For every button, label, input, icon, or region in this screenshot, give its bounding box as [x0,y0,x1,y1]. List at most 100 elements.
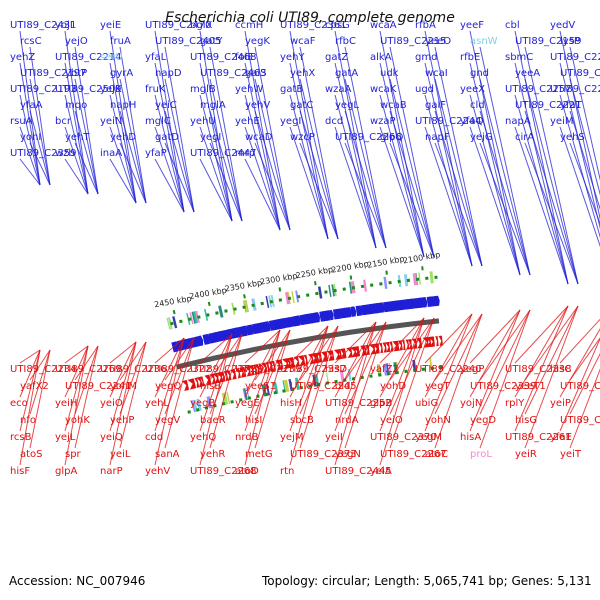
gene-label: UTI89_C2267 [380,449,447,460]
label-connector-line [64,345,89,398]
minor-tick-mark [388,280,392,285]
label-connector-line [254,329,291,381]
gene-label: yafX2 [20,381,49,392]
gene-label: yeeT1 [515,381,546,392]
label-connector-line [64,345,89,466]
label-connector-line [109,158,137,204]
label-connector-line [164,110,195,213]
forward-gene-arrow [198,335,204,346]
label-connector-line [469,30,521,276]
reverse-gene-arrow [271,360,277,372]
label-connector-line [479,309,531,449]
gene-label: UTI89_C2361 [280,20,347,31]
minor-tick-mark [299,385,304,390]
minor-tick-mark [351,286,356,290]
label-connector-line [199,333,233,432]
gene-label: yehQ [190,432,216,443]
gene-label: yeiA [370,466,392,477]
gene-label: rcsB [10,432,32,443]
reverse-gene-arrow [200,376,205,387]
gene-label: yfaP [145,148,167,159]
gene-label: UTI89_C2217 [560,68,600,79]
gene-label: UTI89_C2272 [190,364,257,375]
minor-tick-mark [260,301,264,306]
gc-block [192,311,198,324]
label-connector-line [199,333,233,364]
gene-label: yegV [155,415,180,426]
minor-tick-mark [264,392,269,397]
kbp-tick-mark [349,275,353,280]
label-connector-line [514,305,569,364]
gene-label: cbl [505,20,520,31]
gene-label: dcd [325,116,343,127]
label-connector-line [389,142,435,258]
gene-label: yeiL [110,449,131,460]
gene-label: yehP [110,415,134,426]
kbp-tick-mark [421,266,424,271]
gene-label: yegI [280,116,301,127]
label-connector-line [344,321,387,449]
label-connector-line [434,78,483,267]
gene-label: yeiP [550,398,571,409]
gene-label: napD [155,68,182,79]
forward-gene-arrow [422,297,428,308]
label-connector-line [559,337,600,432]
gene-label: hisF [10,466,30,477]
gene-label: hisA [460,432,481,443]
gene-label: yejG [470,132,493,143]
label-connector-line [29,110,51,186]
gene-label: yeiI [325,432,343,443]
gene-label: cdd [145,432,163,443]
label-connector-line [119,46,147,204]
gene-label: eco [10,398,28,409]
kbp-tick-mark [385,270,388,275]
gene-label: yehL [145,398,169,409]
gene-label: bcr [55,116,72,127]
minor-tick-mark [188,317,192,321]
label-connector-line [154,337,185,364]
label-connector-line [244,62,281,231]
label-connector-line [514,126,569,285]
accession-text: Accession: NC_007946 [9,574,146,588]
label-connector-line [199,126,233,222]
label-connector-line [299,78,339,240]
gc-block [383,276,388,289]
label-connector-line [299,142,339,240]
label-connector-line [209,46,243,222]
minor-tick-mark [434,275,438,280]
gc-block [218,305,224,318]
gene-label: sbmC [505,52,533,63]
label-connector-line [569,368,600,449]
label-connector-line [154,337,185,398]
label-connector-line [209,78,243,222]
gene-label: glpB [370,398,392,409]
map-title: Escherichia coli UTI89, complete genome [165,10,455,26]
gene-label: yohI [20,132,41,143]
label-connector-line [74,142,99,195]
gene-label: UTI89_C2266 [335,132,402,143]
label-connector-line [289,62,329,240]
label-connector-line [344,321,387,415]
forward-gene-arrow [434,295,440,307]
gene-label: yohD [380,381,406,392]
backbone-arc [175,318,440,370]
gene-label: gatD [155,132,179,143]
reverse-gene-arrow [430,336,435,347]
label-connector-line [119,341,147,381]
label-connector-line [289,126,329,240]
label-connector-line [64,62,89,195]
gene-label: nrdB [235,432,259,443]
gene-label: gatZ [325,52,348,63]
minor-tick-mark [369,374,373,378]
minor-tick-mark [324,290,328,294]
reverse-gene-arrow [242,366,247,378]
gene-label: yegM [415,432,442,443]
gene-label: UTI89_C2214 [55,52,122,63]
gene-label: yeiT [560,449,582,460]
reverse-gene-arrow [402,339,406,351]
label-connector-line [29,142,51,186]
label-connector-line [154,337,185,466]
reverse-gene-arrow [350,346,357,358]
label-connector-line [19,126,41,186]
gene-label: yeiR [515,449,537,460]
